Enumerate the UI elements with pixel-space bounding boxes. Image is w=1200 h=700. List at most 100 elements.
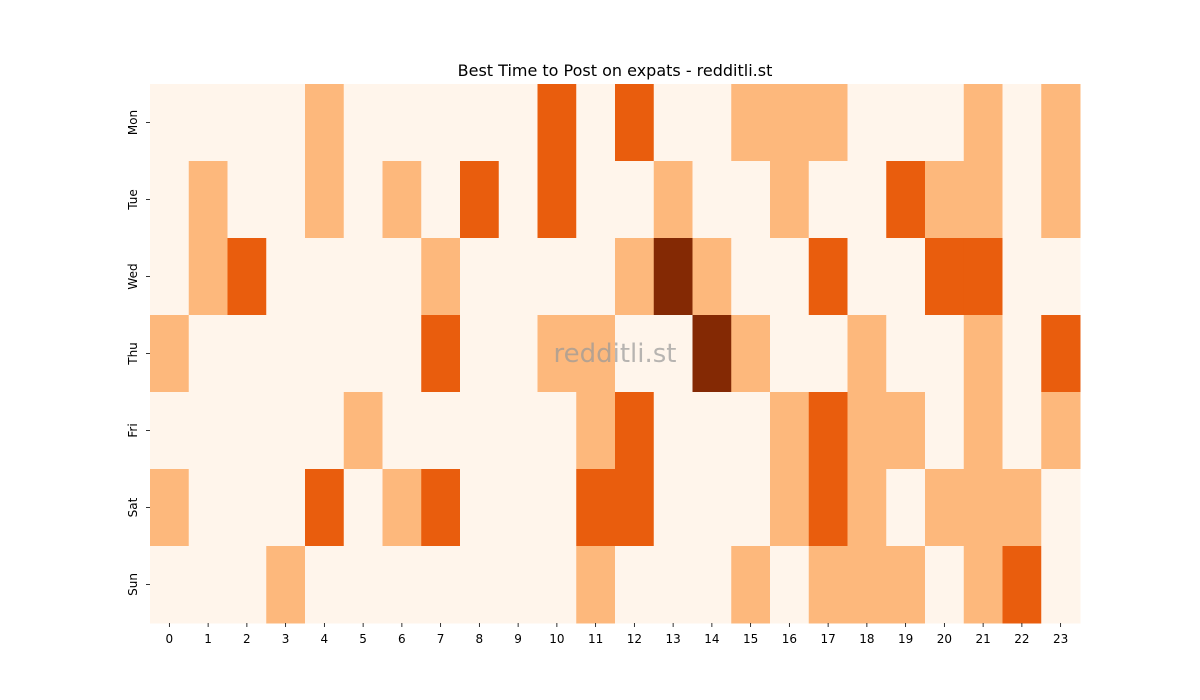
heatmap-cell-fri-22 (1002, 392, 1042, 470)
x-tick-label: 18 (859, 632, 874, 646)
heatmap-cell-tue-10 (537, 161, 577, 239)
heatmap-cell-fri-17 (808, 392, 848, 470)
heatmap-cell-mon-23 (1041, 84, 1081, 162)
x-tick-label: 16 (782, 632, 797, 646)
heatmap-cell-sun-9 (498, 546, 538, 624)
heatmap-cell-tue-11 (576, 161, 616, 239)
heatmap-cell-sun-6 (382, 546, 422, 624)
heatmap-cell-sun-12 (615, 546, 655, 624)
heatmap-cell-fri-21 (963, 392, 1003, 470)
heatmap-cell-wed-0 (150, 238, 190, 316)
heatmap-cell-wed-15 (731, 238, 771, 316)
heatmap-cell-sun-7 (421, 546, 461, 624)
x-tick-label: 4 (321, 632, 329, 646)
heatmap-cell-mon-21 (963, 84, 1003, 162)
heatmap-cell-tue-12 (615, 161, 655, 239)
x-tick-label: 3 (282, 632, 290, 646)
heatmap-cell-mon-19 (886, 84, 926, 162)
heatmap-cell-thu-1 (188, 315, 228, 393)
heatmap-cell-tue-15 (731, 161, 771, 239)
heatmap-cell-fri-15 (731, 392, 771, 470)
heatmap-cell-mon-5 (343, 84, 383, 162)
x-tick-label: 6 (398, 632, 406, 646)
heatmap-cell-sat-22 (1002, 469, 1042, 547)
heatmap-cell-wed-21 (963, 238, 1003, 316)
x-tick-label: 8 (476, 632, 484, 646)
heatmap-cell-thu-6 (382, 315, 422, 393)
heatmap-cell-thu-19 (886, 315, 926, 393)
heatmap-cell-thu-14 (692, 315, 732, 393)
heatmap-cell-fri-6 (382, 392, 422, 470)
heatmap-cell-sun-19 (886, 546, 926, 624)
heatmap-cell-fri-10 (537, 392, 577, 470)
heatmap-cell-wed-23 (1041, 238, 1081, 316)
heatmap-cell-tue-22 (1002, 161, 1042, 239)
x-tick-label: 21 (975, 632, 990, 646)
heatmap-cell-fri-4 (305, 392, 345, 470)
heatmap-cell-sat-17 (808, 469, 848, 547)
heatmap-cell-fri-3 (266, 392, 306, 470)
x-tick-label: 13 (665, 632, 680, 646)
heatmap-cell-sat-3 (266, 469, 306, 547)
heatmap-cell-tue-7 (421, 161, 461, 239)
heatmap-cell-thu-12 (615, 315, 655, 393)
heatmap-cell-sun-16 (770, 546, 810, 624)
heatmap-cell-mon-17 (808, 84, 848, 162)
heatmap-cell-mon-1 (188, 84, 228, 162)
heatmap-cell-sat-18 (847, 469, 887, 547)
heatmap-cell-sun-18 (847, 546, 887, 624)
x-tick-label: 19 (898, 632, 913, 646)
heatmap-cell-sat-10 (537, 469, 577, 547)
x-tick-label: 14 (704, 632, 719, 646)
heatmap-cell-tue-16 (770, 161, 810, 239)
heatmap-cell-mon-14 (692, 84, 732, 162)
heatmap-cell-wed-19 (886, 238, 926, 316)
x-tick-label: 1 (204, 632, 212, 646)
heatmap-cell-mon-20 (925, 84, 965, 162)
heatmap-cell-tue-3 (266, 161, 306, 239)
heatmap-cell-wed-11 (576, 238, 616, 316)
heatmap-cell-sat-13 (653, 469, 693, 547)
heatmap-cell-sat-21 (963, 469, 1003, 547)
heatmap-cell-wed-1 (188, 238, 228, 316)
heatmap-cell-mon-4 (305, 84, 345, 162)
x-tick-label: 11 (588, 632, 603, 646)
y-tick-label: Wed (126, 263, 140, 289)
y-tick-label: Tue (126, 189, 140, 211)
heatmap-cell-tue-0 (150, 161, 190, 239)
heatmap-cell-mon-12 (615, 84, 655, 162)
heatmap-cell-tue-13 (653, 161, 693, 239)
x-tick-label: 12 (627, 632, 642, 646)
heatmap-cell-thu-5 (343, 315, 383, 393)
x-tick-label: 5 (359, 632, 367, 646)
heatmap-cell-tue-8 (460, 161, 500, 239)
heatmap-cell-fri-16 (770, 392, 810, 470)
heatmap-cell-mon-18 (847, 84, 887, 162)
heatmap-cell-sat-15 (731, 469, 771, 547)
x-tick-label: 7 (437, 632, 445, 646)
heatmap-cell-sun-0 (150, 546, 190, 624)
heatmap-cell-sat-12 (615, 469, 655, 547)
heatmap-cell-wed-18 (847, 238, 887, 316)
heatmap-cell-thu-0 (150, 315, 190, 393)
heatmap-cell-fri-1 (188, 392, 228, 470)
heatmap-cell-thu-9 (498, 315, 538, 393)
heatmap-cell-thu-11 (576, 315, 616, 393)
heatmap-cell-tue-19 (886, 161, 926, 239)
heatmap-cell-sun-15 (731, 546, 771, 624)
heatmap-cell-thu-21 (963, 315, 1003, 393)
heatmap-cell-mon-7 (421, 84, 461, 162)
heatmap-cell-sat-4 (305, 469, 345, 547)
x-tick-label: 22 (1014, 632, 1029, 646)
heatmap-cell-wed-22 (1002, 238, 1042, 316)
heatmap-cell-sat-8 (460, 469, 500, 547)
heatmap-cell-fri-7 (421, 392, 461, 470)
y-tick-label: Fri (126, 423, 140, 437)
heatmap-cell-sat-16 (770, 469, 810, 547)
heatmap-cell-mon-6 (382, 84, 422, 162)
heatmap-cell-sat-9 (498, 469, 538, 547)
heatmap-cell-mon-22 (1002, 84, 1042, 162)
heatmap-cell-mon-0 (150, 84, 190, 162)
heatmap-cell-wed-9 (498, 238, 538, 316)
heatmap-cell-sun-4 (305, 546, 345, 624)
